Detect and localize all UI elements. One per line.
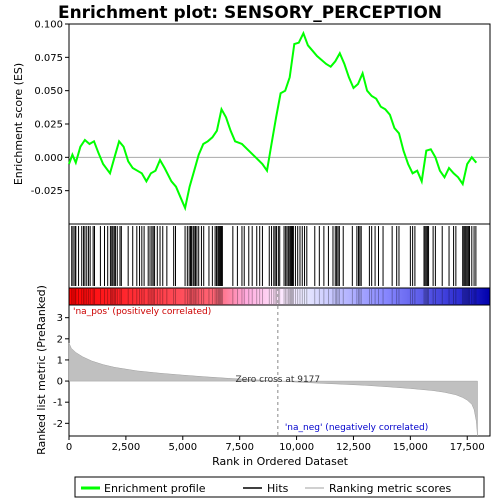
metric-y-tick-label: 3 [57, 313, 63, 324]
ranking-metric-area [68, 342, 478, 437]
positive-correlation-label: 'na_pos' (positively correlated) [73, 307, 211, 317]
hit-marks [71, 226, 477, 286]
x-tick-label: 12,500 [336, 442, 371, 453]
x-tick-label: 0 [66, 442, 72, 453]
x-tick-label: 2,500 [112, 442, 141, 453]
legend-metric-label: Ranking metric scores [329, 482, 451, 495]
es-y-axis-label: Enrichment score (ES) [12, 63, 25, 185]
metric-y-tick-label: 1 [57, 355, 63, 366]
x-tick-label: 5,000 [168, 442, 197, 453]
x-tick-label: 17,500 [450, 442, 485, 453]
es-y-tick-label: 0.050 [34, 86, 63, 97]
x-tick-label: 7,500 [225, 442, 254, 453]
metric-y-tick-label: 2 [57, 334, 63, 345]
rank-gradient-bar [68, 287, 491, 306]
es-y-tick-label: 0.075 [34, 53, 63, 64]
hits-panel [68, 223, 491, 289]
legend-hits-label: Hits [267, 482, 289, 495]
legend: Enrichment profile Hits Ranking metric s… [74, 476, 485, 498]
chart-title: Enrichment plot: SENSORY_PERCEPTION [58, 3, 442, 23]
es-y-ticks: -0.025 0.000 0.025 0.050 0.075 0.100 [31, 20, 69, 197]
metric-y-tick-label: 0 [57, 377, 63, 388]
es-y-tick-label: 0.100 [34, 20, 63, 31]
es-y-tick-label: 0.000 [34, 153, 63, 164]
es-y-tick-label: 0.025 [34, 120, 63, 131]
x-axis-ticks: 0 2,500 5,000 7,500 10,000 12,500 15,000 17,500 [66, 436, 485, 453]
x-tick-label: 15,000 [393, 442, 428, 453]
negative-correlation-label: 'na_neg' (negatively correlated) [285, 423, 428, 433]
es-y-tick-label: -0.025 [31, 186, 63, 197]
enrichment-profile-line [68, 30, 478, 212]
zero-cross-label: Zero cross at 9177 [236, 375, 321, 385]
legend-enrichment-label: Enrichment profile [104, 482, 206, 495]
x-tick-label: 10,000 [279, 442, 314, 453]
es-panel: -0.025 0.000 0.025 0.050 0.075 0.100 Enrichme… [12, 20, 491, 225]
metric-panel: -2 -1 0 1 2 3 Zero cross at 9177 'na_pos' (po… [35, 285, 491, 455]
metric-y-ticks: -2 -1 0 1 2 3 [53, 313, 69, 430]
metric-y-axis-label: Ranked list metric (PreRanked) [35, 285, 48, 455]
gradient-hit-marks [71, 289, 477, 304]
x-axis-label: Rank in Ordered Dataset [212, 455, 349, 468]
metric-y-tick-label: -2 [53, 419, 63, 430]
metric-y-tick-label: -1 [53, 398, 63, 409]
